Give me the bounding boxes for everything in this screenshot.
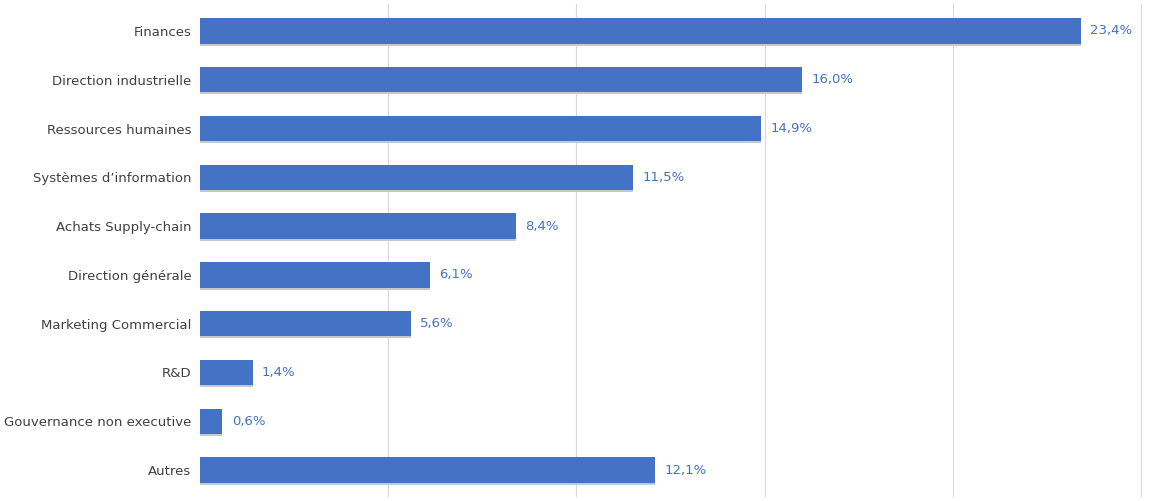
- Bar: [200, 459, 655, 484]
- Bar: [200, 408, 222, 434]
- Bar: [200, 118, 761, 143]
- Bar: [200, 213, 516, 239]
- Bar: [200, 69, 802, 94]
- Text: 16,0%: 16,0%: [811, 73, 853, 86]
- Bar: [200, 167, 633, 192]
- Text: 5,6%: 5,6%: [420, 317, 454, 330]
- Text: 8,4%: 8,4%: [525, 219, 559, 232]
- Bar: [200, 165, 633, 190]
- Bar: [200, 457, 655, 482]
- Bar: [200, 20, 1081, 46]
- Text: 12,1%: 12,1%: [665, 463, 707, 476]
- Bar: [200, 410, 222, 436]
- Text: 11,5%: 11,5%: [643, 171, 684, 184]
- Bar: [200, 362, 253, 387]
- Text: 6,1%: 6,1%: [439, 269, 473, 282]
- Bar: [200, 262, 430, 288]
- Bar: [200, 360, 253, 385]
- Bar: [200, 19, 1081, 44]
- Bar: [200, 313, 411, 338]
- Bar: [200, 67, 802, 93]
- Text: 23,4%: 23,4%: [1091, 25, 1133, 38]
- Bar: [200, 215, 516, 241]
- Text: 1,4%: 1,4%: [262, 366, 296, 379]
- Bar: [200, 116, 761, 141]
- Text: 0,6%: 0,6%: [232, 415, 265, 428]
- Bar: [200, 311, 411, 336]
- Bar: [200, 264, 430, 290]
- Text: 14,9%: 14,9%: [771, 122, 812, 135]
